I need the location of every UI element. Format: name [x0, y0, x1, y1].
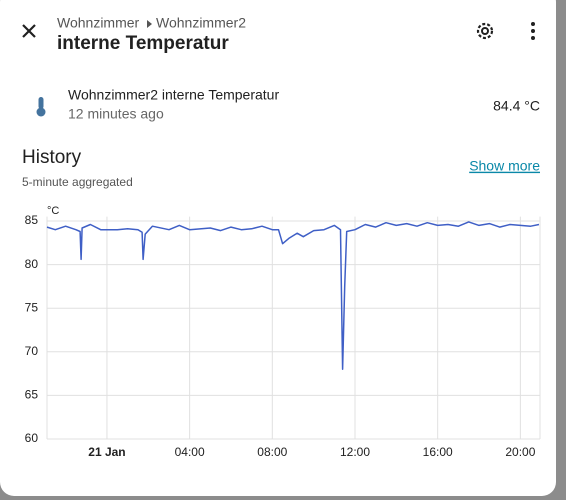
show-more-link[interactable]: Show more: [469, 158, 540, 174]
thermometer-icon: [36, 97, 46, 117]
y-tick-label: 60: [25, 431, 39, 445]
y-tick-label: 75: [25, 300, 39, 314]
entity-state: 84.4 °C: [493, 98, 540, 114]
x-tick-label: 20:00: [505, 445, 535, 459]
y-tick-label: 85: [25, 213, 39, 227]
temperature-line: [46, 221, 540, 370]
close-button[interactable]: [22, 24, 36, 38]
x-tick-label: 16:00: [423, 445, 453, 459]
x-tick-label: 04:00: [175, 445, 205, 459]
settings-button[interactable]: [476, 22, 494, 40]
breadcrumb-device: Wohnzimmer2: [156, 15, 246, 31]
x-tick-label: 12:00: [340, 445, 370, 459]
history-subtitle: 5-minute aggregated: [22, 175, 133, 189]
breadcrumb-separator: [147, 20, 152, 28]
x-tick-label: 21 Jan: [88, 445, 125, 459]
y-tick-label: 80: [25, 257, 39, 271]
dialog: [0, 0, 556, 496]
entity-name: Wohnzimmer2 interne Temperatur: [68, 87, 279, 103]
menu-button[interactable]: [531, 22, 535, 40]
dialog-title: interne Temperatur: [57, 33, 229, 54]
last-changed: 12 minutes ago: [68, 106, 164, 122]
y-tick-label: 70: [25, 344, 39, 358]
y-unit: °C: [47, 205, 59, 217]
history-title: History: [22, 147, 82, 168]
breadcrumb-area: Wohnzimmer: [57, 15, 140, 31]
x-tick-label: 08:00: [257, 445, 287, 459]
y-tick-label: 65: [25, 388, 39, 402]
